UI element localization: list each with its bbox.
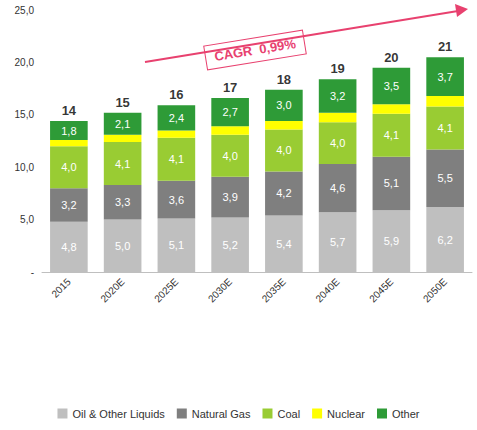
svg-text:Oil & Other Liquids: Oil & Other Liquids [72,408,165,420]
svg-text:1,8: 1,8 [61,125,76,137]
svg-text:2,4: 2,4 [169,112,184,124]
svg-text:5,9: 5,9 [384,235,399,247]
svg-text:4,2: 4,2 [276,187,291,199]
svg-text:2035E: 2035E [260,276,288,304]
svg-text:5,1: 5,1 [384,177,399,189]
svg-text:2050E: 2050E [421,276,449,304]
svg-text:15: 15 [115,95,129,110]
svg-text:4,0: 4,0 [222,150,237,162]
svg-text:Other: Other [392,408,420,420]
svg-text:5,5: 5,5 [437,172,452,184]
svg-text:5,2: 5,2 [222,239,237,251]
svg-text:21: 21 [438,39,452,54]
svg-text:2015: 2015 [49,276,73,300]
svg-text:18: 18 [277,72,291,87]
svg-text:16: 16 [169,87,183,102]
svg-text:2030E: 2030E [206,276,234,304]
svg-text:2025E: 2025E [152,276,180,304]
svg-text:4,1: 4,1 [437,122,452,134]
svg-text:3,6: 3,6 [169,194,184,206]
svg-text:19: 19 [330,61,344,76]
svg-text:25,0: 25,0 [15,5,35,16]
svg-text:CAGR 0,99%: CAGR 0,99% [213,36,297,64]
svg-text:5,0: 5,0 [20,214,34,225]
svg-text:5,0: 5,0 [115,240,130,252]
svg-text:3,5: 3,5 [384,80,399,92]
svg-text:20: 20 [384,50,398,65]
svg-text:6,2: 6,2 [437,234,452,246]
svg-text:4,0: 4,0 [330,137,345,149]
svg-text:5,7: 5,7 [330,236,345,248]
svg-text:-: - [31,267,34,278]
svg-text:4,8: 4,8 [61,241,76,253]
svg-text:4,6: 4,6 [330,182,345,194]
svg-text:3,7: 3,7 [437,71,452,83]
svg-text:3,2: 3,2 [61,199,76,211]
svg-text:5,4: 5,4 [276,238,291,250]
svg-text:3,3: 3,3 [115,196,130,208]
svg-text:14: 14 [62,103,77,118]
svg-text:3,9: 3,9 [222,191,237,203]
svg-text:Nuclear: Nuclear [327,408,365,420]
svg-text:Coal: Coal [277,408,300,420]
svg-text:4,1: 4,1 [384,129,399,141]
svg-text:2045E: 2045E [367,276,395,304]
svg-text:2,1: 2,1 [115,118,130,130]
svg-text:2,7: 2,7 [222,106,237,118]
svg-text:4,0: 4,0 [61,161,76,173]
svg-text:10,0: 10,0 [15,162,35,173]
svg-text:20,0: 20,0 [15,57,35,68]
svg-text:15,0: 15,0 [15,109,35,120]
svg-text:Natural Gas: Natural Gas [192,408,251,420]
svg-text:17: 17 [223,80,237,95]
svg-text:5,1: 5,1 [169,239,184,251]
svg-text:4,1: 4,1 [115,158,130,170]
svg-text:4,1: 4,1 [169,153,184,165]
svg-text:3,2: 3,2 [330,90,345,102]
svg-text:3,0: 3,0 [276,99,291,111]
svg-text:2020E: 2020E [98,276,126,304]
svg-text:2040E: 2040E [313,276,341,304]
svg-text:4,0: 4,0 [276,144,291,156]
